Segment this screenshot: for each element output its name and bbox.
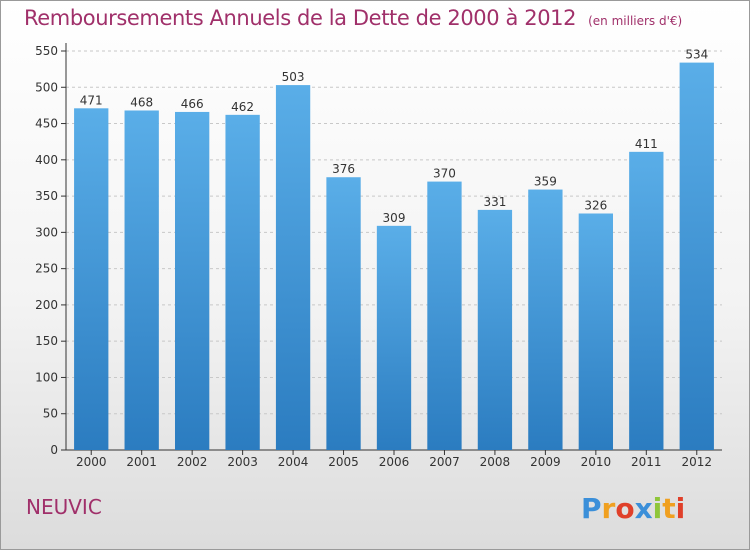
y-tick-label: 350 — [35, 189, 58, 203]
chart-title-block: Remboursements Annuels de la Dette de 20… — [24, 6, 682, 30]
x-tick-label-2001: 2001 — [126, 455, 157, 469]
x-tick-label-2006: 2006 — [379, 455, 410, 469]
data-labels: 471 468 466 462 503 376 309 370 331 359 326 411 534 — [80, 48, 708, 225]
x-tick-label-2007: 2007 — [429, 455, 460, 469]
bar-2012 — [679, 62, 714, 451]
y-tick-label: 150 — [35, 334, 58, 348]
data-label-2012: 534 — [685, 48, 708, 62]
data-label-2004: 503 — [282, 70, 305, 84]
bars — [74, 62, 714, 451]
x-tick-label-2009: 2009 — [530, 455, 561, 469]
data-label-2006: 309 — [383, 211, 406, 225]
bar-2001 — [124, 110, 159, 450]
bar-2008 — [477, 209, 513, 450]
y-tick-label: 50 — [43, 407, 58, 421]
bar-2005 — [326, 177, 361, 450]
chart-title: Remboursements Annuels de la Dette de 20… — [24, 6, 577, 30]
data-label-2001: 468 — [130, 95, 153, 109]
data-label-2003: 462 — [231, 100, 254, 114]
data-label-2010: 326 — [584, 199, 607, 213]
data-label-2009: 359 — [534, 175, 557, 189]
x-tick-label-2002: 2002 — [177, 455, 208, 469]
bar-2007 — [427, 181, 462, 450]
y-tick-label: 450 — [35, 117, 58, 131]
x-tick-label-2011: 2011 — [631, 455, 662, 469]
y-tick-label: 250 — [35, 262, 58, 276]
bar-2004 — [275, 85, 311, 450]
data-label-2008: 331 — [483, 195, 506, 209]
axes: 0 50 100 150 200 250 300 350 400 450 500 550 2000 200… — [35, 43, 722, 469]
data-label-2005: 376 — [332, 162, 355, 176]
x-tick-label-2004: 2004 — [278, 455, 309, 469]
data-label-2007: 370 — [433, 167, 456, 181]
bar-2011 — [629, 151, 664, 450]
data-label-2011: 411 — [635, 137, 658, 151]
y-tick-label: 500 — [35, 80, 58, 94]
commune-name: NEUVIC — [26, 495, 102, 519]
y-tick-label: 100 — [35, 370, 58, 384]
x-tick-label-2012: 2012 — [681, 455, 712, 469]
bar-2010 — [578, 213, 614, 450]
chart-subtitle: (en milliers d'€) — [588, 14, 683, 28]
bar-2006 — [376, 225, 412, 450]
bar-2002 — [174, 111, 210, 451]
y-tick-label: 300 — [35, 225, 58, 239]
x-tick-label-2008: 2008 — [480, 455, 511, 469]
bar-2003 — [225, 114, 260, 450]
bar-2009 — [528, 189, 563, 450]
y-tick-label: 200 — [35, 298, 58, 312]
y-tick-label: 0 — [50, 443, 58, 457]
svg-text:Proxiti: Proxiti — [581, 492, 685, 525]
x-tick-label-2003: 2003 — [227, 455, 258, 469]
y-tick-label: 400 — [35, 153, 58, 167]
data-label-2002: 466 — [181, 97, 204, 111]
x-tick-label-2005: 2005 — [328, 455, 359, 469]
y-tick-label: 550 — [35, 44, 58, 58]
x-tick-label-2000: 2000 — [76, 455, 107, 469]
x-tick-label-2010: 2010 — [581, 455, 612, 469]
data-label-2000: 471 — [80, 93, 103, 107]
proxiti-logo: Proxiti — [581, 492, 685, 525]
bar-2000 — [74, 108, 109, 450]
